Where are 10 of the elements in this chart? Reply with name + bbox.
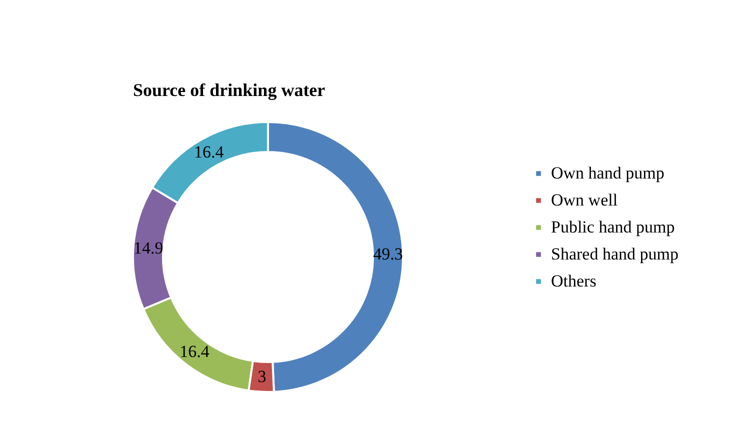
legend-label: Public hand pump: [551, 218, 675, 236]
data-label: 16.4: [180, 342, 210, 361]
data-label: 3: [258, 366, 266, 386]
data-label: 16.4: [194, 142, 224, 162]
data-label: 14.9: [133, 238, 164, 258]
legend-label: Others: [551, 272, 596, 290]
chart-title: Source of drinking water: [133, 80, 326, 100]
legend-label: Own hand pump: [551, 164, 664, 182]
legend-label: Shared hand pump: [551, 244, 678, 264]
legend-label: Own well: [551, 190, 618, 210]
